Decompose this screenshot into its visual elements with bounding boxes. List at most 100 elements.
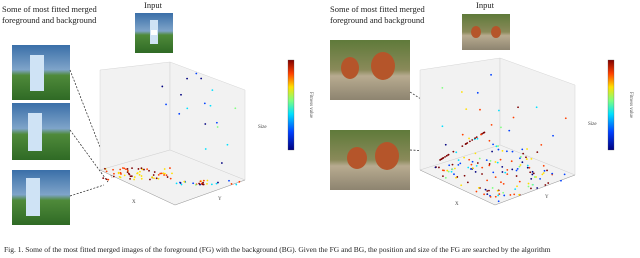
- dot: [519, 164, 522, 166]
- dot: [474, 152, 477, 155]
- dot: [494, 195, 497, 198]
- dot: [522, 152, 525, 155]
- dot: [451, 168, 454, 171]
- dot: [483, 193, 486, 196]
- dot: [123, 174, 126, 177]
- dot: [104, 167, 106, 170]
- dot: [238, 180, 241, 183]
- dot: [532, 172, 535, 175]
- dot: [542, 172, 545, 174]
- colorbar: [287, 59, 295, 151]
- colorbar-label: Fitness value: [308, 92, 313, 119]
- dot: [235, 183, 238, 186]
- dot: [547, 182, 550, 184]
- dot: [501, 149, 504, 152]
- dot: [206, 182, 208, 185]
- dot: [460, 91, 463, 93]
- dot: [509, 194, 512, 196]
- dot: [175, 182, 178, 185]
- dot: [564, 117, 567, 120]
- dot: [518, 193, 521, 196]
- dot: [468, 137, 470, 140]
- dot: [489, 195, 492, 198]
- dot: [204, 123, 207, 125]
- dot: [230, 182, 233, 185]
- dot: [180, 93, 182, 96]
- dot: [194, 183, 197, 186]
- dot: [463, 156, 466, 159]
- dot: [102, 177, 105, 179]
- dot: [516, 185, 518, 188]
- dot: [498, 193, 501, 195]
- dot: [444, 143, 447, 146]
- dot: [171, 172, 173, 175]
- dot: [155, 177, 158, 180]
- dot: [488, 139, 491, 142]
- dot: [486, 193, 489, 196]
- dot: [496, 161, 499, 164]
- dot: [495, 145, 498, 148]
- dot: [446, 169, 449, 172]
- dot: [526, 166, 529, 169]
- dot: [476, 162, 479, 164]
- photo: [462, 14, 510, 50]
- dot: [438, 166, 440, 169]
- dot: [530, 177, 533, 180]
- dot: [452, 150, 455, 153]
- dot: [460, 184, 463, 187]
- dot: [163, 168, 166, 170]
- dot: [163, 172, 166, 175]
- dot: [178, 112, 181, 115]
- dot: [137, 168, 140, 170]
- dot: [186, 77, 188, 80]
- dot: [133, 178, 135, 181]
- dot: [518, 165, 521, 168]
- dot: [112, 168, 114, 171]
- dot: [448, 164, 451, 167]
- dot: [474, 137, 476, 140]
- dot: [476, 137, 479, 140]
- dot: [486, 179, 489, 182]
- dot: [467, 166, 470, 169]
- photo: [12, 45, 70, 225]
- dot: [160, 172, 163, 175]
- dot: [563, 173, 566, 176]
- dot: [215, 121, 218, 124]
- dot: [543, 169, 546, 172]
- dot: [468, 158, 471, 161]
- dot: [489, 160, 492, 162]
- dot: [140, 167, 143, 170]
- axis-label: Size: [588, 122, 597, 127]
- dot: [482, 131, 485, 134]
- dot: [166, 176, 169, 178]
- dot: [513, 193, 516, 196]
- dot: [119, 176, 122, 179]
- dot: [457, 159, 460, 162]
- dot: [206, 179, 209, 182]
- dot: [183, 180, 186, 183]
- plot-3d: [99, 61, 246, 206]
- dot: [179, 182, 182, 184]
- dot: [210, 183, 213, 186]
- dot: [468, 140, 471, 143]
- dot: [516, 168, 519, 170]
- dot: [485, 159, 488, 162]
- dot: [469, 168, 472, 170]
- dot: [453, 167, 456, 170]
- dot: [535, 106, 538, 109]
- dot: [463, 174, 466, 177]
- dot: [143, 168, 145, 171]
- dot: [502, 182, 505, 185]
- dot: [200, 77, 203, 80]
- note: Some of most fitted merged: [330, 4, 425, 14]
- dot: [220, 162, 223, 164]
- dot: [497, 109, 500, 112]
- dot: [506, 173, 509, 176]
- dot: [551, 172, 554, 175]
- dot: [234, 107, 237, 110]
- dot: [511, 168, 514, 171]
- dot: [461, 145, 464, 148]
- dot: [445, 154, 448, 157]
- input-label: Input: [476, 0, 495, 10]
- dot: [169, 177, 172, 180]
